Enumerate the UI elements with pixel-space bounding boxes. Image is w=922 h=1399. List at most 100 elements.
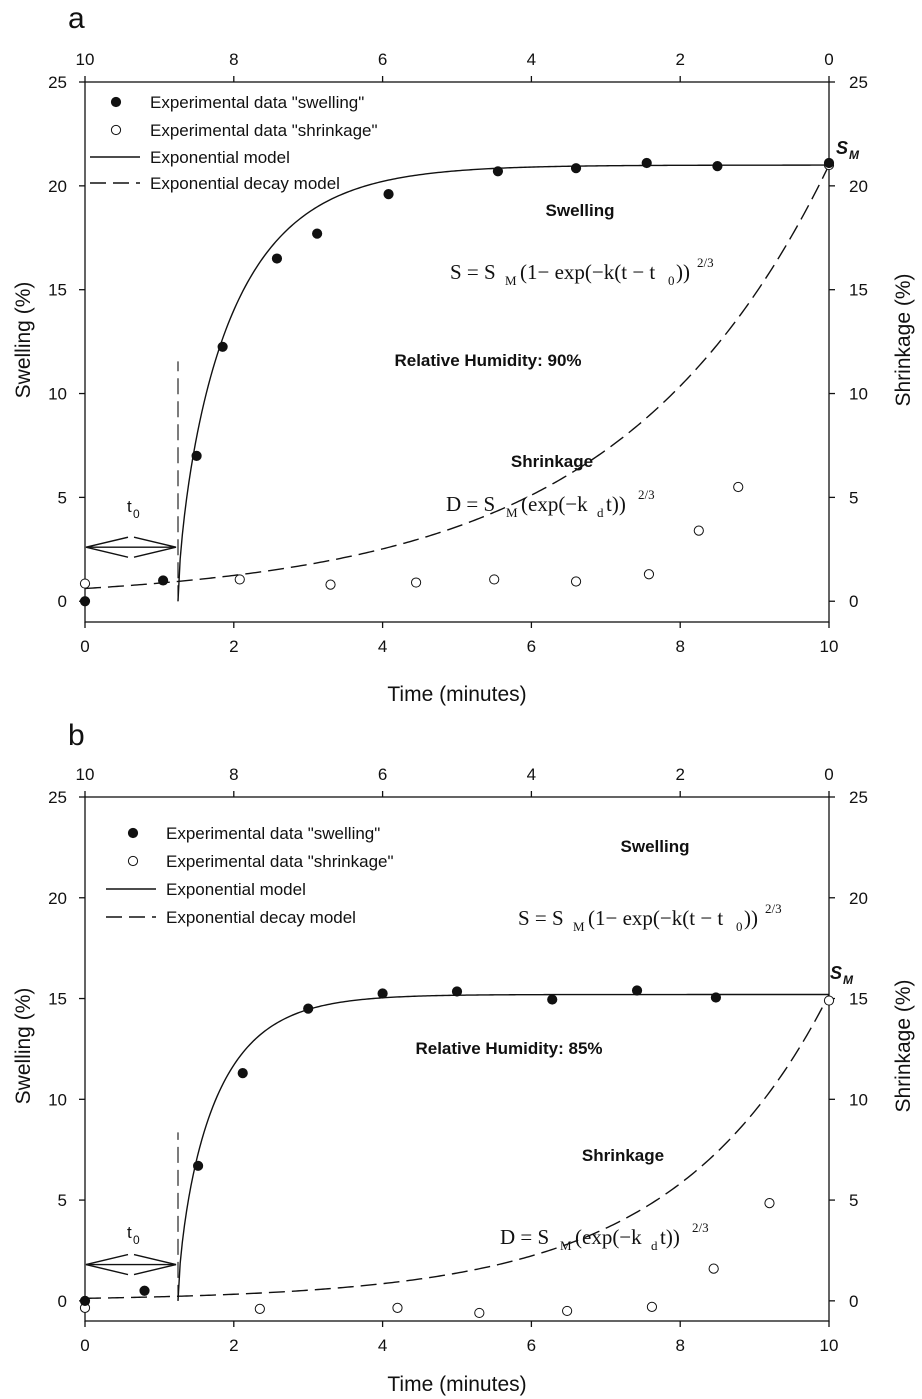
svg-text:D = S: D = S (446, 492, 495, 516)
swelling-point (823, 157, 835, 169)
swelling-point (79, 1295, 91, 1306)
y2-axis-title: Shrinkage (%) (892, 979, 915, 1112)
svg-text:M: M (505, 273, 517, 288)
panel-label: b (68, 719, 85, 752)
svg-text:t: t (127, 1223, 132, 1242)
svg-text:S: S (830, 963, 842, 983)
y2-tick-label: 15 (849, 281, 868, 300)
shrinkage-point (325, 579, 336, 590)
legend-model-label: Exponential model (166, 880, 306, 899)
y-axis-title: Swelling (%) (12, 282, 35, 399)
y-tick-label: 0 (58, 1292, 67, 1311)
x-tick-label: 2 (229, 637, 238, 656)
top-x-tick-label: 8 (229, 765, 238, 784)
x-tick-label: 4 (378, 1336, 387, 1355)
x-tick-label: 0 (80, 1336, 89, 1355)
y2-tick-label: 5 (849, 488, 858, 507)
x-tick-label: 6 (527, 1336, 536, 1355)
shrinkage-point (823, 995, 835, 1006)
x-tick-label: 10 (820, 1336, 839, 1355)
humidity-annotation: Relative Humidity: 90% (394, 351, 581, 370)
top-x-tick-label: 4 (527, 50, 536, 69)
y2-tick-label: 20 (849, 889, 868, 908)
legend-swelling-label: Experimental data "swelling" (150, 93, 364, 112)
swelling-annotation: Swelling (621, 837, 690, 856)
y-tick-label: 25 (48, 788, 67, 807)
svg-text:)): )) (676, 260, 690, 284)
y2-axis-title: Shrinkage (%) (892, 273, 915, 406)
shrinkage-point (234, 574, 245, 585)
y-tick-label: 5 (58, 1191, 67, 1210)
plot-frame (84, 81, 830, 623)
y2-tick-label: 0 (849, 1292, 858, 1311)
top-x-tick-label: 0 (824, 765, 833, 784)
y2-tick-label: 15 (849, 990, 868, 1009)
shrinkage-point (489, 574, 500, 585)
svg-text:D = S: D = S (500, 1225, 549, 1249)
y2-tick-label: 10 (849, 385, 868, 404)
svg-text:2/3: 2/3 (692, 1220, 709, 1235)
swelling-point (303, 1003, 314, 1014)
shrinkage-point (562, 1305, 573, 1317)
t0-arrow-head-right (133, 536, 177, 558)
exponential-model-curve (177, 164, 829, 602)
shrinkage-equation: D = S M (exp(−k d t)) 2/3 (500, 1220, 709, 1253)
t0-label: t 0 (127, 497, 140, 521)
y-tick-label: 20 (48, 177, 67, 196)
svg-text:0: 0 (133, 507, 140, 521)
sm-label: S M (830, 963, 854, 987)
legend-swelling-marker (127, 827, 139, 839)
svg-text:S = S: S = S (450, 260, 496, 284)
y2-tick-label: 25 (849, 788, 868, 807)
x-tick-label: 2 (229, 1336, 238, 1355)
swelling-annotation: Swelling (546, 201, 615, 220)
x-tick-label: 6 (527, 637, 536, 656)
exponential-model-curve (177, 993, 829, 1301)
swelling-point (271, 253, 283, 264)
swelling-point (217, 341, 228, 352)
svg-text:M: M (573, 919, 585, 934)
t0-arrow-head-left (85, 536, 129, 558)
svg-text:t)): t)) (606, 492, 626, 516)
x-tick-label: 10 (820, 637, 839, 656)
x-tick-label: 4 (378, 637, 387, 656)
legend: Experimental data "swelling" Experimenta… (90, 93, 378, 193)
top-x-tick-label: 6 (378, 765, 387, 784)
y2-tick-label: 10 (849, 1090, 868, 1109)
swelling-point (158, 575, 169, 586)
t0-arrow-head-left (85, 1253, 129, 1276)
y-tick-label: 5 (58, 488, 67, 507)
x-axis-title: Time (minutes) (387, 1373, 526, 1396)
y-tick-label: 15 (48, 990, 67, 1009)
y-tick-label: 20 (48, 889, 67, 908)
swelling-point (192, 1160, 204, 1171)
panel-label: a (68, 2, 85, 35)
swelling-point (237, 1068, 248, 1079)
y-tick-label: 25 (48, 73, 67, 92)
y2-tick-label: 5 (849, 1191, 858, 1210)
legend-shrinkage-label: Experimental data "shrinkage" (166, 852, 394, 871)
legend-swelling-marker (110, 96, 122, 108)
legend-shrinkage-marker (110, 124, 122, 136)
x-tick-label: 8 (675, 637, 684, 656)
shrinkage-point (79, 578, 91, 589)
swelling-equation: S = S M (1− exp(−k(t − t 0 )) 2/3 (518, 901, 782, 934)
shrinkage-point (643, 569, 655, 580)
decay-model-curve (84, 164, 830, 590)
x-tick-label: 0 (80, 637, 89, 656)
svg-text:t: t (127, 497, 132, 516)
svg-text:2/3: 2/3 (765, 901, 782, 916)
y2-tick-label: 0 (849, 592, 858, 611)
shrinkage-point (693, 525, 704, 536)
swelling-point (631, 985, 643, 996)
plot-area: 0 10 2 8 4 6 6 4 8 2 10 0 0 0 5 5 10 10 15 15 20 20 25 25 (48, 50, 868, 656)
swelling-point (451, 986, 463, 997)
shrinkage-equation: D = S M (exp(−k d t)) 2/3 (446, 487, 655, 520)
shrinkage-point (570, 576, 582, 587)
decay-model-curve (84, 994, 830, 1300)
legend-shrinkage-marker (127, 855, 139, 867)
svg-text:(1− exp(−k(t − t: (1− exp(−k(t − t (588, 906, 723, 930)
swelling-equation: S = S M (1− exp(−k(t − t 0 )) 2/3 (450, 255, 714, 288)
panel-a: a 0 10 2 8 4 6 6 4 8 2 10 0 0 0 5 5 10 10 15 15 20 20 25 25 Tim… (12, 2, 915, 706)
